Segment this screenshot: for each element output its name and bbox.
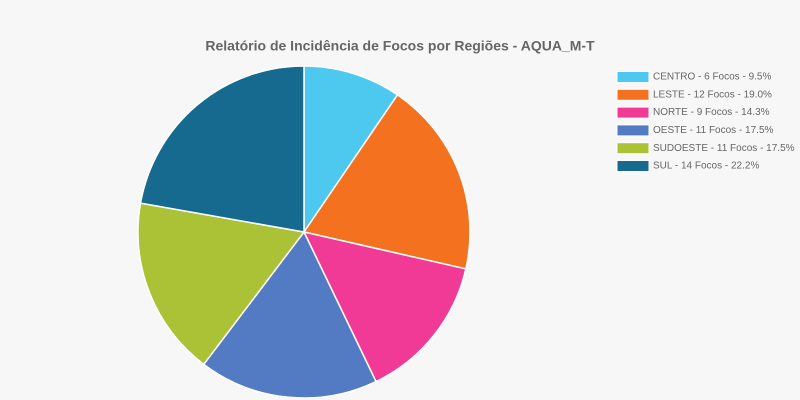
legend-label: NORTE - 9 Focos - 14.3%	[653, 107, 770, 118]
legend-swatch	[616, 106, 650, 119]
pie-slice	[202, 230, 378, 399]
pie-slice	[302, 230, 467, 383]
pie-slice	[303, 65, 399, 235]
legend-swatch	[616, 142, 650, 155]
legend-swatch	[616, 88, 650, 101]
legend-swatch	[616, 71, 650, 83]
legend-label: SUDOESTE - 11 Focos - 17.5%	[653, 143, 795, 154]
chart-title: Relatório de Incidência de Focos por Reg…	[205, 38, 595, 54]
pie-slice	[302, 93, 471, 270]
legend-label: LESTE - 12 Focos - 19.0%	[653, 89, 772, 100]
legend-label: CENTRO - 6 Focos - 9.5%	[653, 72, 771, 83]
pie-slice	[139, 65, 305, 233]
legend-swatch	[616, 160, 650, 172]
pie-slice	[137, 202, 306, 366]
legend-swatch	[616, 124, 650, 137]
legend-label: OESTE - 11 Focos - 17.5%	[653, 125, 774, 136]
legend-label: SUL - 14 Focos - 22.2%	[653, 161, 759, 172]
